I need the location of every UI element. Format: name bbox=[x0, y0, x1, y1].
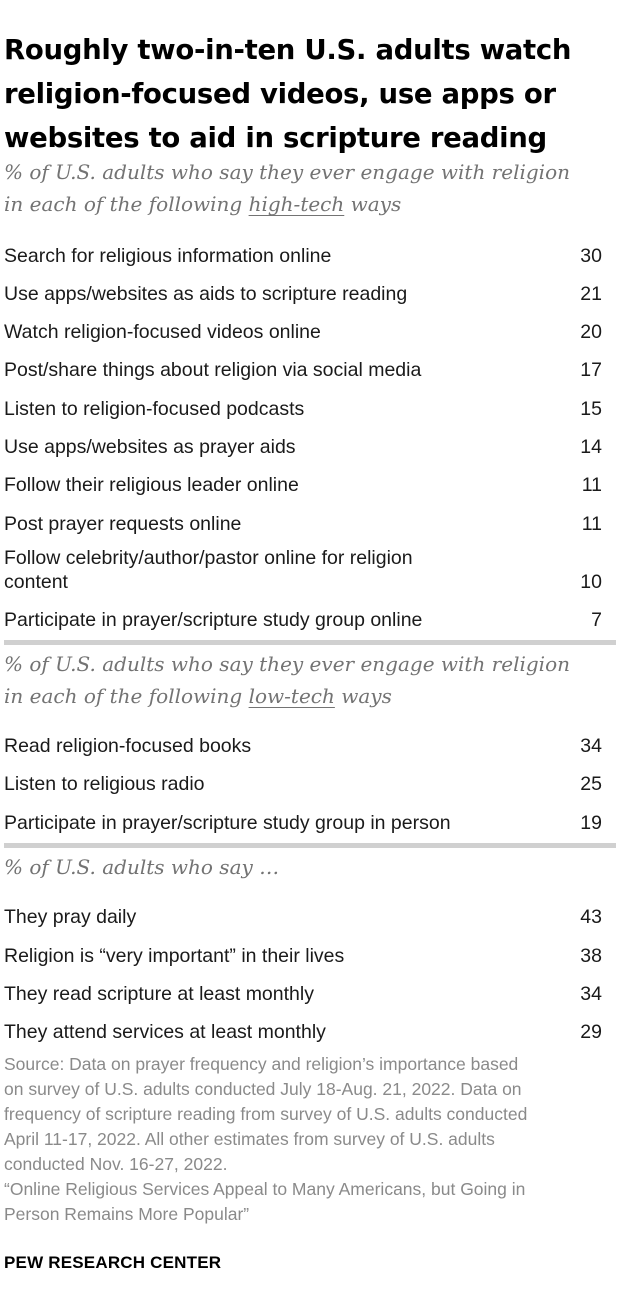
table-row: Follow their religious leader online 11 bbox=[4, 473, 602, 497]
source-line: April 11-17, 2022. All other estimates f… bbox=[4, 1129, 495, 1149]
source-note: Source: Data on prayer frequency and rel… bbox=[4, 1052, 614, 1227]
subtitle-emphasis: low-tech bbox=[248, 684, 335, 708]
source-line: Source: Data on prayer frequency and rel… bbox=[4, 1054, 519, 1074]
row-value: 25 bbox=[580, 773, 602, 795]
row-label: Use apps/websites as aids to scripture r… bbox=[4, 283, 408, 305]
subtitle-line: in each of the following high-tech ways bbox=[4, 192, 402, 216]
row-value: 38 bbox=[580, 945, 602, 967]
table-row: Watch religion-focused videos online 20 bbox=[4, 320, 602, 344]
table-row: Search for religious information online … bbox=[4, 244, 602, 268]
row-value: 15 bbox=[580, 398, 602, 420]
section-subtitle-high-tech: % of U.S. adults who say they ever engag… bbox=[4, 156, 616, 220]
pew-logo-text: PEW RESEARCH CENTER bbox=[4, 1253, 222, 1272]
row-label: They read scripture at least monthly bbox=[4, 983, 314, 1005]
row-label: Post prayer requests online bbox=[4, 513, 242, 535]
report-title-line: Person Remains More Popular” bbox=[4, 1204, 250, 1224]
report-title-line: “Online Religious Services Appeal to Man… bbox=[4, 1179, 526, 1199]
section-divider bbox=[4, 843, 616, 848]
row-label: Listen to religion-focused podcasts bbox=[4, 398, 305, 420]
title-line-1: Roughly two-in-ten U.S. adults watch bbox=[4, 34, 572, 66]
table-row: They attend services at least monthly 29 bbox=[4, 1020, 602, 1044]
row-label: Follow celebrity/author/pastor online fo… bbox=[4, 547, 413, 569]
subtitle-line: in each of the following low-tech ways bbox=[4, 684, 392, 708]
subtitle-line: % of U.S. adults who say they ever engag… bbox=[4, 652, 570, 676]
row-value: 14 bbox=[580, 436, 602, 458]
row-value: 43 bbox=[580, 906, 602, 928]
title-line-2: religion-focused videos, use apps or bbox=[4, 78, 556, 110]
table-row: Post prayer requests online 11 bbox=[4, 512, 602, 536]
subtitle-emphasis: high-tech bbox=[248, 192, 345, 216]
table-row: They read scripture at least monthly 34 bbox=[4, 982, 602, 1006]
table-row: Post/share things about religion via soc… bbox=[4, 358, 602, 382]
title-line-3: websites to aid in scripture reading bbox=[4, 122, 547, 154]
section-subtitle-general: % of U.S. adults who say … bbox=[4, 851, 616, 883]
row-value: 17 bbox=[580, 359, 602, 381]
table-row: Participate in prayer/scripture study gr… bbox=[4, 608, 602, 632]
table-row: Follow celebrity/author/pastor online fo… bbox=[4, 546, 602, 594]
row-label: Read religion-focused books bbox=[4, 735, 252, 757]
subtitle-line: % of U.S. adults who say … bbox=[4, 855, 280, 879]
row-value: 20 bbox=[580, 321, 602, 343]
table-row: Listen to religion-focused podcasts 15 bbox=[4, 397, 602, 421]
section-subtitle-low-tech: % of U.S. adults who say they ever engag… bbox=[4, 648, 616, 712]
row-value: 34 bbox=[580, 735, 602, 757]
row-value: 29 bbox=[580, 1021, 602, 1043]
table-row: They pray daily 43 bbox=[4, 905, 602, 929]
row-value: 10 bbox=[580, 571, 602, 593]
row-value: 21 bbox=[580, 283, 602, 305]
row-label: Post/share things about religion via soc… bbox=[4, 359, 422, 381]
row-label: They pray daily bbox=[4, 906, 137, 928]
row-label-continued: content bbox=[4, 571, 68, 593]
table-row: Participate in prayer/scripture study gr… bbox=[4, 811, 602, 835]
row-label: Religion is “very important” in their li… bbox=[4, 945, 345, 967]
row-value: 7 bbox=[591, 609, 602, 631]
row-label: Search for religious information online bbox=[4, 245, 332, 267]
source-line: frequency of scripture reading from surv… bbox=[4, 1104, 528, 1124]
table-row: Religion is “very important” in their li… bbox=[4, 944, 602, 968]
row-value: 11 bbox=[581, 474, 602, 496]
row-value: 34 bbox=[580, 983, 602, 1005]
row-value: 11 bbox=[581, 513, 602, 535]
source-line: on survey of U.S. adults conducted July … bbox=[4, 1079, 522, 1099]
row-label: Watch religion-focused videos online bbox=[4, 321, 321, 343]
table-row: Use apps/websites as prayer aids 14 bbox=[4, 435, 602, 459]
chart-title: Roughly two-in-ten U.S. adults watch rel… bbox=[4, 28, 604, 160]
row-label: Participate in prayer/scripture study gr… bbox=[4, 812, 451, 834]
row-label: Listen to religious radio bbox=[4, 773, 205, 795]
table-row: Read religion-focused books 34 bbox=[4, 734, 602, 758]
table-row: Listen to religious radio 25 bbox=[4, 772, 602, 796]
row-value: 19 bbox=[580, 812, 602, 834]
row-label: They attend services at least monthly bbox=[4, 1021, 326, 1043]
row-label: Participate in prayer/scripture study gr… bbox=[4, 609, 423, 631]
row-label: Use apps/websites as prayer aids bbox=[4, 436, 296, 458]
subtitle-line: % of U.S. adults who say they ever engag… bbox=[4, 160, 570, 184]
row-value: 30 bbox=[580, 245, 602, 267]
source-line: conducted Nov. 16-27, 2022. bbox=[4, 1154, 228, 1174]
row-label: Follow their religious leader online bbox=[4, 474, 299, 496]
table-row: Use apps/websites as aids to scripture r… bbox=[4, 282, 602, 306]
section-divider bbox=[4, 640, 616, 645]
